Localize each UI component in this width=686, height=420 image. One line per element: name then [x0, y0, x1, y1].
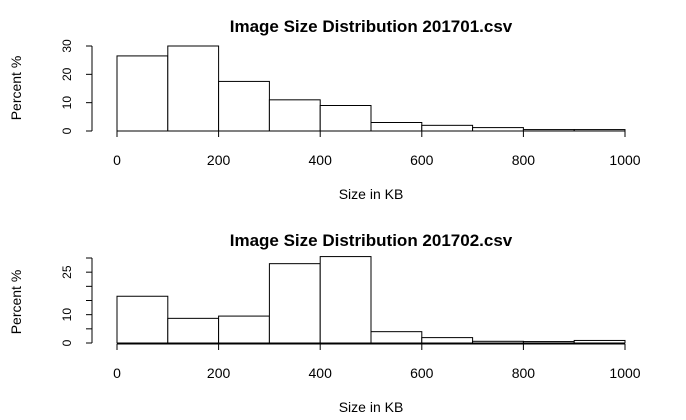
histogram-bar	[421, 124, 474, 132]
y-tick-label: 30	[60, 39, 74, 53]
x-axis-label: Size in KB	[339, 399, 404, 415]
histogram-bar	[319, 256, 372, 344]
x-tick-label: 600	[410, 152, 434, 168]
histogram-bar	[573, 339, 626, 344]
x-tick-label: 400	[309, 365, 333, 381]
x-tick-label: 400	[309, 152, 333, 168]
y-tick-label: 25	[60, 265, 74, 279]
chart-title: Image Size Distribution 201702.csv	[230, 231, 513, 250]
histogram-bar	[116, 295, 169, 344]
histogram-bar	[522, 341, 575, 344]
x-tick-label: 0	[113, 365, 121, 381]
histogram-panel-201701: Image Size Distribution 201701.csv Perce…	[8, 17, 641, 202]
x-tick-label: 1000	[609, 152, 640, 168]
x-tick-label: 800	[512, 152, 536, 168]
chart-title: Image Size Distribution 201701.csv	[230, 17, 513, 36]
histogram-panel-201702: Image Size Distribution 201702.csv Perce…	[8, 231, 641, 415]
histogram-bar	[370, 122, 423, 132]
histogram-bar	[370, 331, 423, 344]
histogram-bar	[218, 315, 270, 344]
histogram-bar	[218, 80, 270, 132]
histogram-bar	[268, 263, 321, 344]
y-tick-label: 20	[60, 67, 74, 81]
x-tick-label: 600	[410, 365, 434, 381]
histogram-bar	[167, 45, 220, 132]
histogram-bar	[116, 55, 169, 132]
histogram-bar	[472, 127, 524, 132]
y-axis-label: Percent %	[8, 56, 24, 121]
bars-group	[116, 256, 626, 344]
histogram-bar	[472, 340, 524, 344]
y-axis: 0 10 25	[60, 257, 93, 346]
x-tick-label: 0	[113, 152, 121, 168]
y-tick-label: 0	[60, 339, 74, 346]
y-tick-label: 10	[60, 308, 74, 322]
histogram-bar	[319, 105, 372, 132]
y-tick-label: 0	[60, 127, 74, 134]
histogram-bar	[421, 337, 474, 344]
x-tick-label: 800	[512, 365, 536, 381]
x-tick-label: 200	[207, 152, 231, 168]
histogram-bar	[167, 317, 220, 344]
bars-group	[116, 45, 626, 132]
x-axis: 0 200 400 600 800 1000	[113, 343, 641, 381]
x-axis-label: Size in KB	[339, 186, 404, 202]
y-tick-label: 10	[60, 96, 74, 110]
x-tick-label: 200	[207, 365, 231, 381]
x-tick-label: 1000	[609, 365, 640, 381]
y-axis: 0 10 20 30	[60, 39, 93, 134]
y-axis-label: Percent %	[8, 270, 24, 335]
x-axis: 0 200 400 600 800 1000	[113, 130, 641, 168]
histogram-bar	[268, 99, 321, 132]
